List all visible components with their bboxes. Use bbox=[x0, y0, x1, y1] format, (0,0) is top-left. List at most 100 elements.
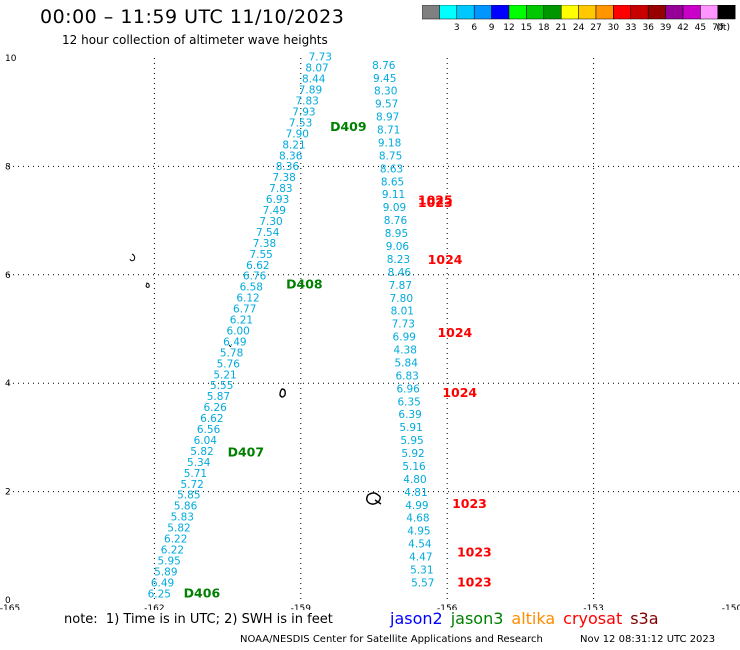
wave-height-value: 5.31 bbox=[410, 565, 433, 577]
map-grid bbox=[8, 58, 740, 600]
colorbar-label: 12 bbox=[503, 23, 514, 33]
wave-height-value: 9.06 bbox=[386, 241, 410, 253]
track-label: D409 bbox=[330, 119, 366, 134]
satellite-legend-entry: jason2 bbox=[390, 609, 443, 628]
colorbar-label: 24 bbox=[573, 23, 585, 33]
altimeter-tracks: 6.256.495.895.956.226.225.825.835.865.85… bbox=[148, 52, 435, 601]
wave-height-value: 9.09 bbox=[383, 202, 406, 214]
wave-height-value: 5.87 bbox=[207, 391, 230, 403]
color-legend: 3 6 9 12 15 18 21 24 27 30 33 36 39 42 45 70(ft) bbox=[422, 5, 736, 33]
colorbar-label: 70 bbox=[712, 23, 724, 33]
colorbar-label: 36 bbox=[642, 23, 654, 33]
y-tick-label: 0 bbox=[5, 596, 11, 606]
wave-height-value: 6.49 bbox=[151, 577, 174, 589]
wave-height-value: 8.46 bbox=[388, 267, 412, 279]
wave-height-value: 8.21 bbox=[282, 139, 305, 151]
wave-height-value: 5.16 bbox=[402, 461, 426, 473]
wave-height-value: 7.38 bbox=[253, 238, 276, 250]
wave-height-value: 7.80 bbox=[390, 293, 413, 305]
wave-height-value: 8.65 bbox=[381, 176, 404, 188]
wave-height-value: 4.80 bbox=[403, 474, 426, 486]
wave-height-value: 6.21 bbox=[230, 315, 253, 327]
wave-height-value: 8.36 bbox=[279, 150, 303, 162]
wave-height-value: 5.84 bbox=[395, 357, 419, 369]
track-label: 1023 bbox=[418, 195, 453, 210]
satellite-legend-entry: s3a bbox=[630, 609, 659, 628]
wave-height-value: 4.99 bbox=[405, 500, 428, 512]
satellite-legend-entry: jason3 bbox=[450, 609, 504, 628]
wave-height-value: 5.95 bbox=[400, 435, 423, 447]
x-tick-label: -150 bbox=[722, 604, 740, 610]
island-outline bbox=[145, 282, 150, 288]
colorbar-swatch bbox=[717, 5, 736, 20]
wave-height-value: 6.77 bbox=[233, 304, 256, 316]
wave-height-value: 6.93 bbox=[266, 194, 289, 206]
wave-height-value: 8.23 bbox=[387, 254, 410, 266]
wave-height-value: 5.92 bbox=[401, 448, 424, 460]
wave-height-value: 4.95 bbox=[407, 526, 430, 538]
colorbar-label: 15 bbox=[521, 23, 532, 33]
colorbar-label: 21 bbox=[555, 23, 566, 33]
wave-height-value: 5.82 bbox=[190, 446, 213, 458]
colorbar-label: 45 bbox=[695, 23, 706, 33]
wave-height-value: 6.62 bbox=[246, 260, 269, 272]
wave-height-value: 6.58 bbox=[240, 282, 263, 294]
track-label: 1023 bbox=[457, 574, 492, 589]
wave-height-value: 5.76 bbox=[217, 358, 241, 370]
island-outline bbox=[228, 344, 232, 348]
wave-height-value: 5.21 bbox=[213, 369, 236, 381]
y-tick-label: 8 bbox=[5, 162, 11, 172]
colorbar-label: 6 bbox=[471, 23, 477, 33]
wave-height-value: 7.38 bbox=[272, 172, 295, 184]
storm-labels: D406 D407 D408 D409 1023 1023 1023 1024 1024 1024… bbox=[184, 119, 492, 600]
wave-height-value: 9.18 bbox=[378, 137, 401, 149]
credit-text: NOAA/NESDIS Center for Satellite Applica… bbox=[240, 634, 543, 645]
wave-height-value: 8.76 bbox=[372, 60, 396, 72]
x-tick-label: -159 bbox=[291, 604, 312, 610]
wave-height-value: 7.90 bbox=[286, 128, 309, 140]
wave-height-value: 6.49 bbox=[223, 336, 246, 348]
wave-height-value: 5.78 bbox=[220, 347, 243, 359]
y-tick-label: 4 bbox=[5, 379, 11, 389]
wave-height-value: 6.76 bbox=[243, 271, 267, 283]
wave-height-value: 6.35 bbox=[397, 396, 420, 408]
y-tick-label: 2 bbox=[5, 488, 11, 498]
wave-height-value: 5.91 bbox=[399, 422, 422, 434]
colorbar-unit: (ft) bbox=[716, 23, 730, 33]
colorbar-label: 42 bbox=[677, 23, 688, 33]
wave-height-value: 5.89 bbox=[154, 566, 177, 578]
wave-height-value: 7.89 bbox=[299, 85, 322, 97]
track-label: D406 bbox=[184, 585, 221, 600]
colorbar-label: 27 bbox=[590, 23, 601, 33]
track-label: 1024 bbox=[428, 252, 463, 267]
wave-height-value: 4.68 bbox=[406, 513, 429, 525]
colorbar-label: 33 bbox=[625, 23, 636, 33]
track-label: 1025 bbox=[418, 192, 453, 207]
wave-height-value: 7.30 bbox=[259, 216, 282, 228]
y-tick-label: 10 bbox=[5, 54, 17, 64]
wave-height-value: 6.83 bbox=[395, 370, 418, 382]
wave-height-value: 9.45 bbox=[373, 73, 396, 85]
colorbar-label: 30 bbox=[608, 23, 620, 33]
wave-height-value: 4.54 bbox=[408, 539, 432, 551]
wave-height-value: 9.11 bbox=[382, 189, 405, 201]
x-tick-label: -153 bbox=[583, 604, 603, 610]
x-tick-label: -156 bbox=[437, 604, 458, 610]
wave-height-value: 6.12 bbox=[236, 293, 259, 305]
wave-height-value: 4.47 bbox=[409, 552, 432, 564]
wave-height-value: 8.75 bbox=[379, 150, 402, 162]
y-tick-label: 6 bbox=[5, 271, 11, 281]
wave-height-value: 8.36 bbox=[276, 161, 300, 173]
island-outline bbox=[279, 388, 286, 398]
wave-height-value: 8.63 bbox=[380, 163, 403, 175]
colorbar-label: 3 bbox=[454, 23, 460, 33]
timestamp-text: Nov 12 08:31:12 UTC 2023 bbox=[580, 634, 716, 645]
wave-height-value: 8.76 bbox=[384, 215, 408, 227]
wave-height-value: 6.56 bbox=[197, 424, 221, 436]
track-label: D408 bbox=[286, 276, 322, 291]
track-label: 1024 bbox=[437, 325, 472, 340]
island-outline bbox=[129, 253, 136, 262]
wave-height-value: 5.86 bbox=[174, 501, 198, 513]
wave-height-value: 8.97 bbox=[376, 112, 399, 124]
note-text: note: 1) Time is in UTC; 2) SWH is in fe… bbox=[64, 612, 333, 627]
